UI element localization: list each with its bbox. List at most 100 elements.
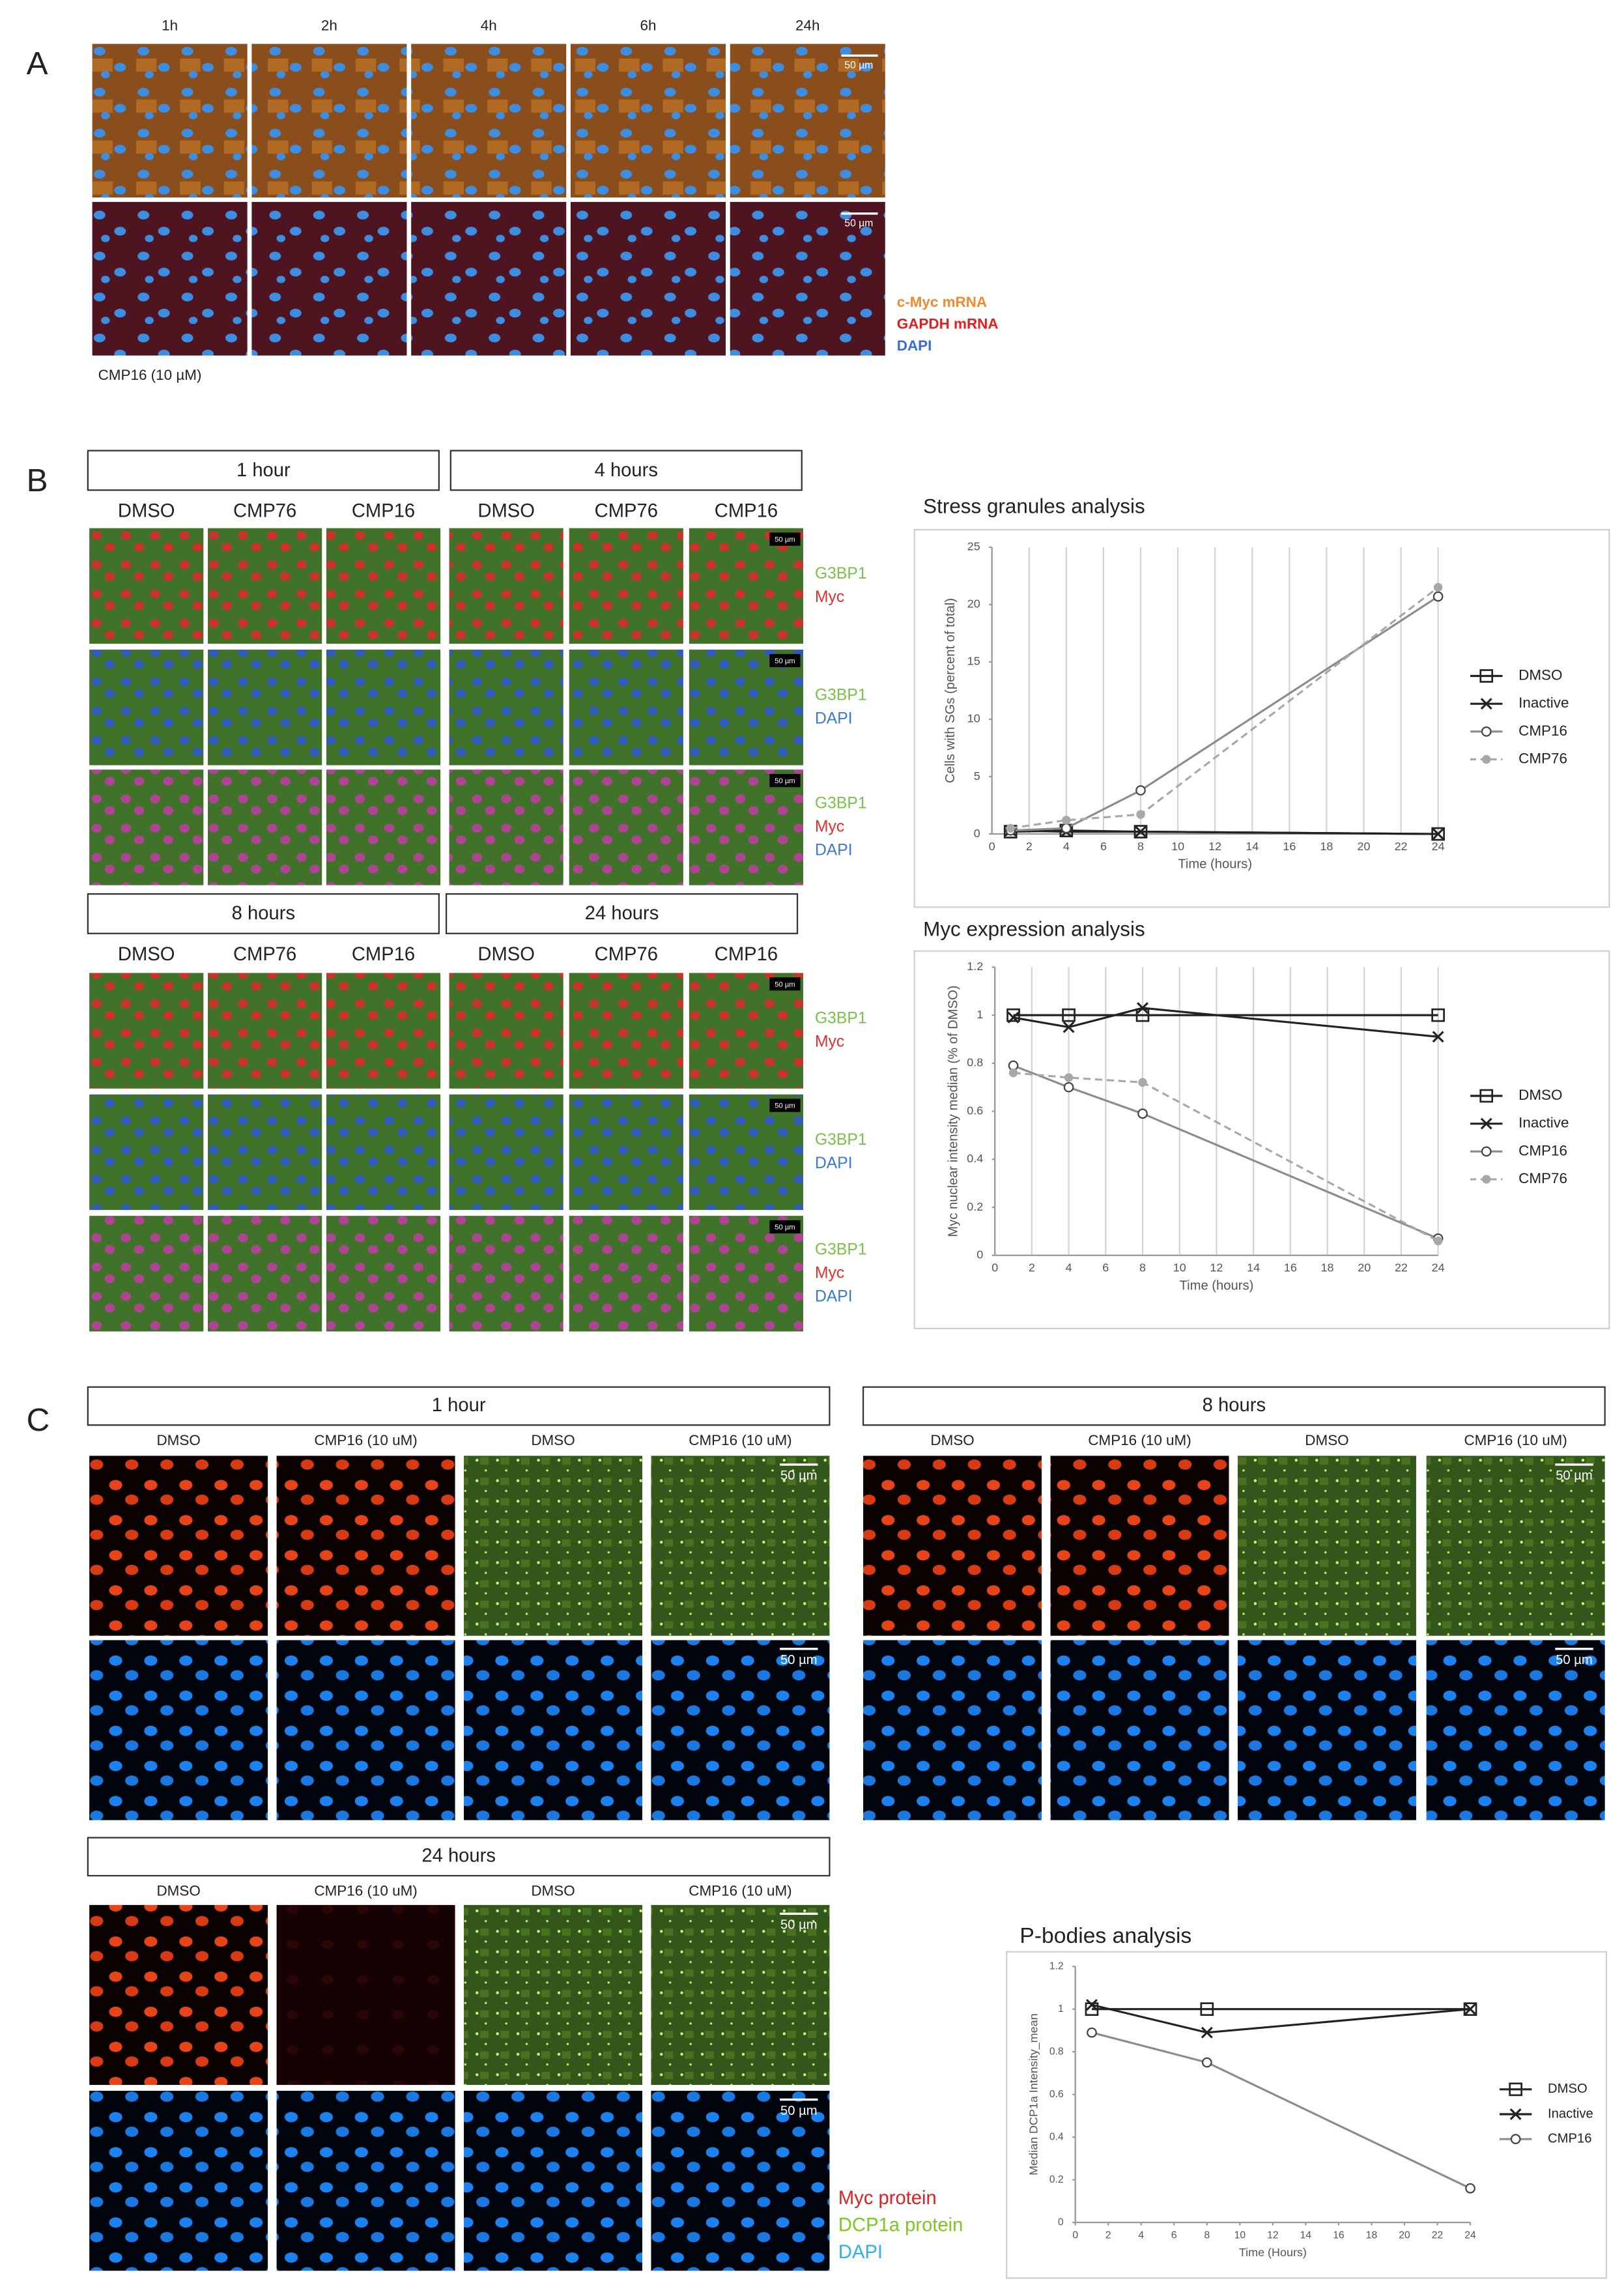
legend-label: DAPI: [897, 337, 932, 354]
chart-frame: [913, 950, 1610, 1330]
column-label: DMSO: [156, 1432, 200, 1448]
marker: [1137, 1108, 1148, 1119]
marker: [1063, 1082, 1074, 1093]
legend-label: CMP16: [1548, 2132, 1591, 2146]
micrograph: [89, 1094, 204, 1211]
micrograph: [689, 1216, 804, 1332]
group-header: 24 hours: [421, 1845, 496, 1866]
micrograph: [89, 2091, 268, 2271]
micrograph: [689, 650, 804, 766]
scale-bar-label: 50 µm: [780, 1653, 818, 1667]
x-tick-label: 18: [1320, 840, 1333, 853]
y-tick-label: 0.6: [1049, 2089, 1064, 2100]
legend-label: CMP76: [1518, 1170, 1567, 1186]
legend-marker: [1479, 669, 1494, 683]
micrograph: [730, 201, 885, 356]
micrograph: [326, 769, 441, 885]
micrograph: [326, 973, 441, 1089]
y-tick-label: 0.2: [967, 1200, 983, 1213]
x-tick-label: 22: [1395, 840, 1408, 853]
channel-label: Myc: [815, 588, 844, 606]
panel-label: B: [27, 463, 48, 498]
column-label: CMP76: [595, 501, 658, 522]
timepoint-label: 6h: [640, 17, 657, 33]
y-tick-label: 0.4: [1049, 2131, 1064, 2142]
column-label: DMSO: [156, 1883, 200, 1899]
chart-title: Stress granules analysis: [923, 495, 1145, 518]
series-line: [1013, 1072, 1439, 1242]
micrograph: [863, 1640, 1042, 1820]
marker: [1465, 2183, 1475, 2194]
y-tick-label: 1: [1058, 2003, 1064, 2015]
marker: [1062, 816, 1071, 825]
timepoint-label: 24h: [795, 17, 819, 33]
scale-bar-box: [769, 653, 801, 668]
x-tick-label: 12: [1267, 2230, 1278, 2241]
micrograph: [863, 1456, 1042, 1636]
micrograph: [1237, 1640, 1416, 1820]
legend-label: GAPDH mRNA: [897, 315, 999, 332]
column-label: CMP16: [715, 501, 778, 522]
y-tick-label: 25: [967, 540, 980, 553]
micrograph: [326, 528, 441, 644]
marker: [1064, 1073, 1074, 1082]
marker: [1137, 1002, 1148, 1014]
legend-label: DCP1a protein: [838, 2215, 963, 2235]
micrograph: [251, 44, 407, 198]
x-tick-label: 14: [1247, 1261, 1260, 1274]
micrograph: [569, 769, 683, 885]
column-label: CMP16 (10 uM): [1464, 1432, 1567, 1448]
micrograph: [569, 973, 683, 1089]
x-tick-label: 20: [1358, 840, 1371, 853]
micrograph: [689, 973, 804, 1089]
x-tick-label: 6: [1100, 840, 1107, 853]
timepoint-label: 4h: [481, 17, 497, 33]
y-tick-label: 0.4: [967, 1152, 983, 1165]
micrograph: [651, 1456, 830, 1636]
x-tick-label: 22: [1432, 2230, 1443, 2241]
channel-label: DAPI: [815, 1155, 853, 1172]
y-tick-label: 0: [1058, 2216, 1064, 2228]
scale-bar-label: 50 µm: [844, 218, 873, 229]
micrograph: [569, 1216, 683, 1332]
micrograph: [208, 769, 322, 885]
marker: [1008, 1068, 1018, 1078]
scale-bar-label: 50 µm: [775, 536, 795, 544]
micrograph: [464, 1456, 643, 1636]
micrograph: [276, 1904, 455, 2086]
micrograph: [464, 2091, 643, 2271]
channel-label: DAPI: [815, 1287, 853, 1305]
marker: [1007, 1011, 1019, 1024]
x-tick-label: 20: [1358, 1261, 1371, 1274]
legend-marker: [1482, 1175, 1491, 1184]
channel-label: G3BP1: [815, 686, 867, 704]
micrograph: [1237, 1456, 1416, 1636]
legend-marker: [1481, 726, 1492, 737]
channel-label: G3BP1: [815, 795, 867, 812]
y-tick-label: 0.6: [967, 1104, 983, 1117]
column-label: CMP76: [595, 944, 658, 965]
marker: [1135, 825, 1147, 838]
legend-marker: [1480, 1117, 1492, 1130]
x-tick-label: 2: [1029, 1261, 1035, 1274]
micrograph: [569, 528, 683, 644]
x-tick-label: 14: [1300, 2230, 1312, 2241]
marker: [1201, 2057, 1212, 2068]
marker: [1201, 2026, 1213, 2039]
channel-label: DAPI: [815, 710, 853, 727]
micrograph: [689, 528, 804, 644]
group-header: 1 hour: [236, 460, 291, 481]
x-tick-label: 0: [991, 1261, 998, 1274]
group-header: 8 hours: [232, 903, 295, 924]
micrograph: [208, 973, 322, 1089]
group-header: 8 hours: [1203, 1395, 1266, 1416]
channel-label: G3BP1: [815, 1010, 867, 1027]
scale-bar-box: [769, 977, 801, 991]
x-tick-label: 4: [1063, 840, 1070, 853]
column-label: CMP16 (10 uM): [314, 1432, 417, 1448]
micrograph: [449, 769, 563, 885]
micrograph: [276, 2091, 455, 2271]
